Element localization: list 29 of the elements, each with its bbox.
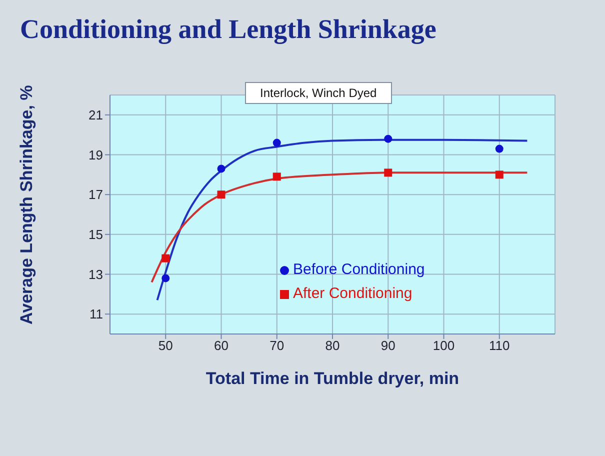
point <box>272 138 281 147</box>
x-tick-label: 80 <box>325 338 340 354</box>
y-tick-label: 21 <box>88 108 103 123</box>
x-tick-label: 70 <box>270 338 284 354</box>
point <box>162 274 170 282</box>
point <box>217 190 226 199</box>
y-tick-label: 13 <box>88 266 103 282</box>
legend-label: After Conditioning <box>293 285 412 302</box>
point <box>384 134 392 143</box>
x-tick-label: 100 <box>432 338 455 354</box>
x-tick-label: 50 <box>158 338 173 354</box>
chart-subtitle: Interlock, Winch Dyed <box>245 82 392 104</box>
chart-title: Conditioning and Length Shrinkage <box>20 14 436 45</box>
y-tick-label: 17 <box>88 187 103 202</box>
point <box>384 168 392 177</box>
x-axis-title: Total Time in Tumble dryer, min <box>206 369 460 388</box>
y-tick-label: 19 <box>88 147 103 162</box>
x-tick-label: 90 <box>380 338 396 354</box>
point <box>495 144 504 153</box>
y-tick-label: 11 <box>90 306 103 322</box>
point <box>217 164 226 173</box>
x-tick-label: 60 <box>214 338 228 354</box>
y-tick-label: 15 <box>88 227 103 242</box>
x-tick-label: 110 <box>489 338 510 354</box>
point <box>495 170 504 179</box>
point <box>272 172 281 181</box>
legend-label: Before Conditioning <box>293 261 425 278</box>
point <box>162 254 170 262</box>
y-axis-title: Average Length Shrinkage, % <box>17 85 36 324</box>
